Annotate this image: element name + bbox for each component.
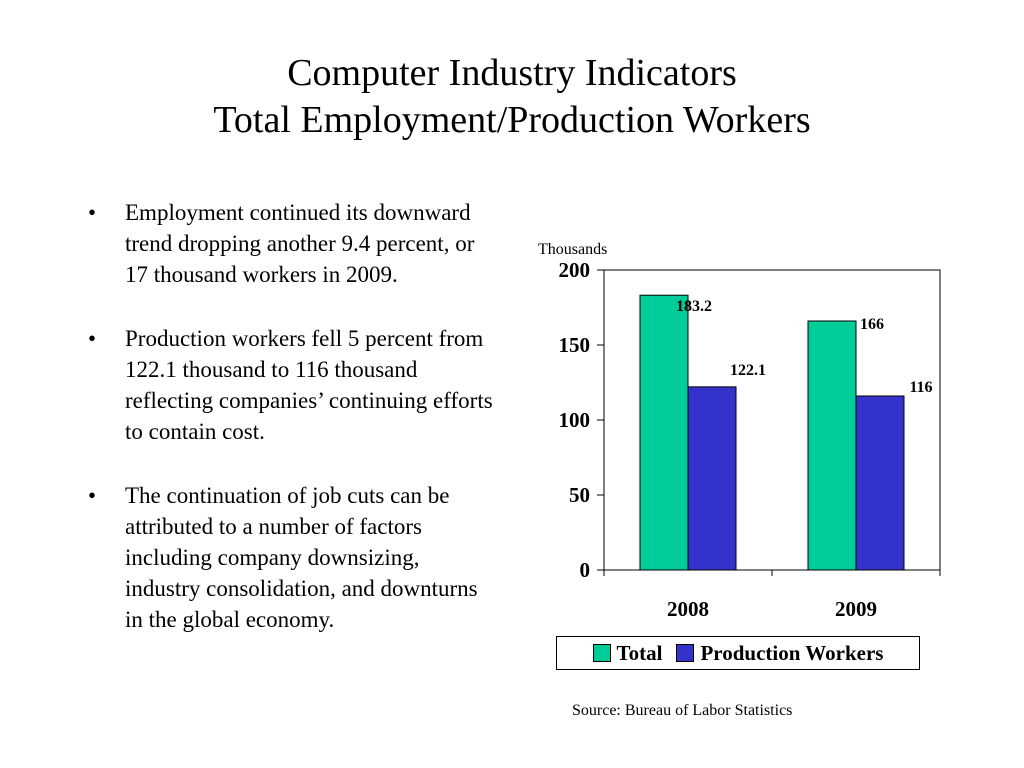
- bullet-text: Employment continued its downward trend …: [125, 200, 475, 287]
- title-line-1: Computer Industry Indicators: [287, 52, 737, 94]
- y-tick-label: 0: [580, 558, 591, 582]
- chart-legend: Total Production Workers: [556, 636, 920, 670]
- bar-total-2009: [807, 320, 857, 571]
- bullet-text: The continuation of job cuts can be attr…: [125, 483, 478, 632]
- units-label: Thousands: [538, 241, 608, 258]
- bullet-list: • Employment continued its downward tren…: [88, 197, 500, 668]
- title-line-2: Total Employment/Production Workers: [213, 99, 811, 141]
- slide-title: Computer Industry Indicators Total Emplo…: [0, 50, 1024, 144]
- bullet-dot: •: [88, 200, 97, 225]
- bar-production-workers-2008: [687, 386, 737, 571]
- bullet-dot: •: [88, 326, 97, 351]
- legend-swatch-production: [676, 644, 695, 662]
- legend-swatch-total: [592, 644, 611, 662]
- bullet-item: • Employment continued its downward tren…: [88, 197, 500, 290]
- bullet-item: • The continuation of job cuts can be at…: [88, 480, 500, 635]
- x-tick-label: 2009: [835, 597, 877, 621]
- bullet-item: • Production workers fell 5 percent from…: [88, 323, 500, 447]
- bar-production-workers-2009: [855, 395, 905, 571]
- y-tick-label: 200: [559, 258, 591, 282]
- data-label: 166: [860, 316, 884, 333]
- data-label: 116: [909, 379, 932, 396]
- legend-label-total: Total: [616, 640, 663, 665]
- y-tick-label: 50: [569, 483, 590, 507]
- y-tick-label: 100: [559, 408, 591, 432]
- bullet-text: Production workers fell 5 percent from 1…: [125, 326, 493, 444]
- legend-item-total: Total: [592, 640, 663, 666]
- x-tick-label: 2008: [667, 597, 709, 621]
- data-label: 122.1: [730, 362, 766, 379]
- source-note: Source: Bureau of Labor Statistics: [572, 702, 793, 719]
- bar-total-2008: [639, 294, 689, 571]
- legend-label-production: Production Workers: [700, 640, 884, 665]
- legend-item-production: Production Workers: [676, 641, 883, 666]
- data-label: 183.2: [676, 298, 712, 315]
- bullet-dot: •: [88, 483, 97, 508]
- y-tick-label: 150: [559, 333, 591, 357]
